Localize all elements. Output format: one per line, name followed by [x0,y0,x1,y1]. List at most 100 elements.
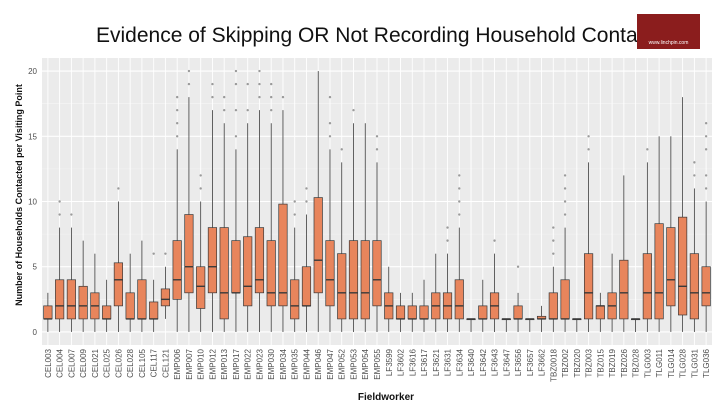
outlier-point [458,187,461,190]
iqr-box [290,279,300,320]
iqr-box [548,292,558,320]
boxes [43,69,711,332]
box-CEL028 [125,253,135,332]
box-LF3662 [536,305,547,332]
outlier-point [693,161,696,164]
iqr-box [149,301,159,320]
outlier-point [375,148,379,151]
box-CEL003 [43,292,53,332]
x-tick-label: EMP006 [173,348,182,379]
outlier-point [211,82,214,86]
box-EMP010 [196,174,206,332]
box-EMP030 [266,82,276,332]
iqr-box [78,285,88,320]
outlier-point [563,174,567,177]
box-LF3631 [442,226,453,332]
iqr-box [642,253,652,320]
x-tick-label: EMP044 [302,348,311,379]
x-tick-label: TLG011 [655,348,664,377]
box-TBZ015 [595,292,605,332]
outlier-point [704,187,708,190]
x-tick-label: EMP010 [197,348,206,379]
outlier-point [270,95,273,99]
x-tick-label: TBZ019 [608,348,617,377]
outlier-point [175,108,179,112]
outlier-point [175,122,179,125]
box-LF3599 [384,266,394,332]
iqr-box [678,216,688,316]
x-tick-label: LF3617 [420,348,429,376]
box-TBZ028 [631,318,641,332]
box-EMP012 [207,82,218,332]
box-EMP055 [372,135,382,332]
outlier-point [693,174,696,177]
y-tick-label: 0 [33,328,38,337]
x-tick-label: CEL121 [161,348,170,377]
box-TLG003 [642,148,652,332]
x-axis-ticks: CEL003 CEL004 CEL007 CEL009 CEL021 CEL025 CEL0… [44,348,711,381]
iqr-box [513,305,523,320]
x-tick-label: TBZ0018 [549,348,558,381]
outlier-point [281,95,285,99]
box-LF3640 [466,318,476,332]
x-tick-label: EMP054 [361,348,370,379]
iqr-box [43,305,53,320]
iqr-box [360,240,370,320]
box-EMP006 [172,95,182,332]
iqr-box [137,279,147,320]
x-tick-label: EMP017 [232,348,241,379]
box-TLG028 [678,97,688,332]
iqr-box [337,253,347,320]
outlier-point [563,187,567,190]
box-LF3617 [419,279,429,332]
x-tick-label: EMP047 [326,348,335,379]
box-LF3621 [431,253,441,332]
outlier-point [187,69,191,73]
box-CEL105 [137,240,147,332]
box-TLG014 [666,136,676,332]
x-tick-label: EMP012 [208,348,217,379]
x-tick-label: CEL009 [79,348,88,377]
outlier-point [70,213,73,216]
box-LF3643 [489,239,500,332]
x-axis-label: Fieldworker [358,392,414,403]
x-tick-label: TLG028 [679,348,688,377]
y-axis-label: Number of Households Contacted per Visit… [14,84,24,306]
logo-text: www.linchpin.com [648,40,689,46]
x-tick-label: TLG014 [667,348,676,377]
outlier-point [305,200,308,203]
box-EMP053 [348,108,359,332]
outlier-point [222,108,226,112]
iqr-box [666,227,676,307]
box-CEL021 [90,253,100,332]
box-TBZ020 [572,318,582,332]
x-tick-label: LF3621 [432,348,441,376]
iqr-box [595,305,605,320]
x-tick-label: TLG031 [690,348,699,377]
box-EMP023 [254,69,265,332]
outlier-point [458,213,461,216]
box-CEL025 [102,279,112,332]
iqr-box [689,253,699,320]
outlier-point [234,69,238,73]
outlier-point [340,148,343,151]
iqr-box [348,240,359,320]
box-LF3656 [513,265,523,332]
outlier-point [375,135,379,138]
x-tick-label: TLG036 [702,348,711,377]
x-tick-label: LF3599 [385,348,394,376]
outlier-point [563,213,567,216]
iqr-box [419,305,429,320]
y-tick-label: 15 [28,132,37,141]
outlier-point [458,200,461,203]
x-tick-label: CEL028 [126,348,135,377]
iqr-box [395,305,406,320]
box-EMP054 [360,123,370,332]
iqr-box [701,266,711,307]
box-CEL117 [149,252,159,332]
x-tick-label: EMP053 [349,348,358,379]
outlier-point [552,239,555,242]
box-LF3657 [525,318,535,332]
x-tick-label: LF3640 [467,348,476,376]
box-EMP013 [219,95,229,332]
